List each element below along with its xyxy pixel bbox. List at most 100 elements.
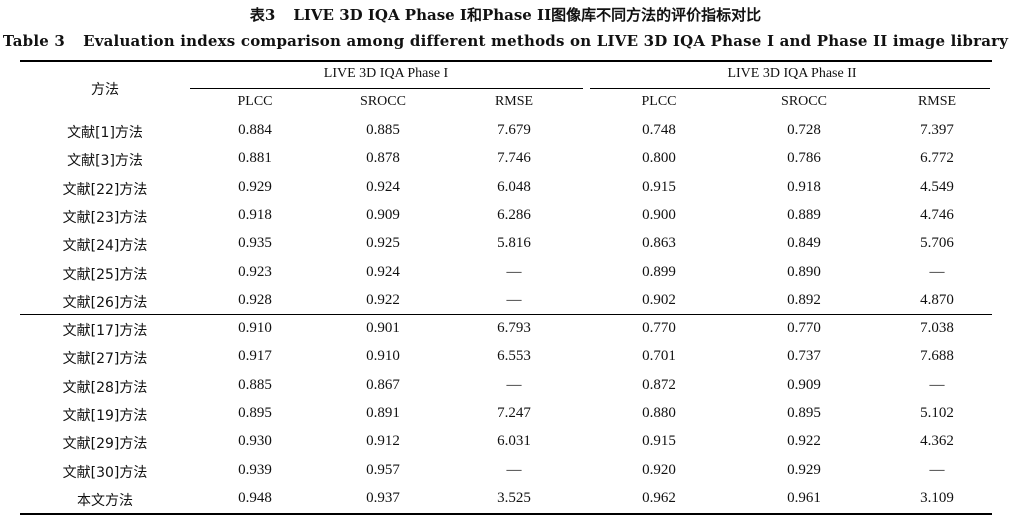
row-method-name: 文献[24]方法 xyxy=(62,238,148,254)
table-top-rule xyxy=(20,60,992,62)
row-value-plcc-phase-2: 0.701 xyxy=(642,348,676,364)
row-value-rmse-phase-2: 5.706 xyxy=(920,235,954,251)
row-value-rmse-phase-2: — xyxy=(929,377,945,393)
row-value-rmse-phase-2: 4.746 xyxy=(920,207,954,223)
group-rule-phase-2 xyxy=(590,88,990,89)
row-value-rmse-phase-1: 6.553 xyxy=(497,348,531,364)
row-value-srocc-phase-1: 0.891 xyxy=(366,405,400,421)
column-header-plcc-phase-2: PLCC xyxy=(641,94,677,109)
row-method-name: 文献[30]方法 xyxy=(62,465,148,481)
row-value-rmse-phase-2: 4.362 xyxy=(920,433,954,449)
row-value-plcc-phase-2: 0.899 xyxy=(642,264,676,280)
row-value-rmse-phase-2: 5.102 xyxy=(920,405,954,421)
row-value-srocc-phase-2: 0.890 xyxy=(787,264,821,280)
group-rule-phase-1 xyxy=(190,88,583,89)
caption-cn-title: LIVE 3D IQA Phase I和Phase II图像库不同方法的评价指标… xyxy=(293,6,762,24)
row-value-plcc-phase-1: 0.910 xyxy=(238,320,272,336)
row-value-srocc-phase-1: 0.878 xyxy=(366,150,400,166)
row-value-plcc-phase-1: 0.918 xyxy=(238,207,272,223)
row-value-plcc-phase-2: 0.915 xyxy=(642,179,676,195)
row-method-name: 本文方法 xyxy=(77,493,133,509)
row-value-srocc-phase-2: 0.849 xyxy=(787,235,821,251)
column-header-srocc-phase-2: SROCC xyxy=(781,94,827,109)
row-value-srocc-phase-1: 0.912 xyxy=(366,433,400,449)
row-value-srocc-phase-2: 0.909 xyxy=(787,377,821,393)
row-value-rmse-phase-1: — xyxy=(506,292,522,308)
row-value-srocc-phase-1: 0.867 xyxy=(366,377,400,393)
row-value-plcc-phase-2: 0.800 xyxy=(642,150,676,166)
row-value-rmse-phase-2: 7.038 xyxy=(920,320,954,336)
column-header-rmse-phase-1: RMSE xyxy=(494,94,534,109)
row-value-rmse-phase-2: 4.870 xyxy=(920,292,954,308)
row-value-plcc-phase-2: 0.872 xyxy=(642,377,676,393)
row-value-srocc-phase-1: 0.885 xyxy=(366,122,400,138)
row-value-rmse-phase-2: — xyxy=(929,462,945,478)
row-method-name: 文献[1]方法 xyxy=(67,125,143,141)
row-value-rmse-phase-2: 4.549 xyxy=(920,179,954,195)
row-value-srocc-phase-1: 0.924 xyxy=(366,179,400,195)
row-value-rmse-phase-1: 5.816 xyxy=(497,235,531,251)
row-value-srocc-phase-2: 0.892 xyxy=(787,292,821,308)
row-value-rmse-phase-1: — xyxy=(506,264,522,280)
row-value-rmse-phase-1: 6.286 xyxy=(497,207,531,223)
row-value-rmse-phase-1: 7.679 xyxy=(497,122,531,138)
row-value-srocc-phase-2: 0.918 xyxy=(787,179,821,195)
method-column-header: 方法 xyxy=(91,82,119,98)
row-value-plcc-phase-2: 0.962 xyxy=(642,490,676,506)
row-value-plcc-phase-2: 0.880 xyxy=(642,405,676,421)
row-value-plcc-phase-1: 0.884 xyxy=(238,122,272,138)
row-value-plcc-phase-1: 0.917 xyxy=(238,348,272,364)
row-value-plcc-phase-1: 0.895 xyxy=(238,405,272,421)
caption-cn-label: 表3 xyxy=(249,6,276,24)
row-value-srocc-phase-1: 0.925 xyxy=(366,235,400,251)
row-value-rmse-phase-2: 6.772 xyxy=(920,150,954,166)
group-header-phase-2: LIVE 3D IQA Phase II xyxy=(727,66,857,81)
caption-cn: 表3 LIVE 3D IQA Phase I和Phase II图像库不同方法的评价… xyxy=(0,4,1011,25)
row-value-rmse-phase-1: 3.525 xyxy=(497,490,531,506)
row-method-name: 文献[25]方法 xyxy=(62,267,148,283)
column-header-plcc-phase-1: PLCC xyxy=(237,94,273,109)
row-value-srocc-phase-1: 0.909 xyxy=(366,207,400,223)
row-value-rmse-phase-2: 7.397 xyxy=(920,122,954,138)
row-value-plcc-phase-1: 0.881 xyxy=(238,150,272,166)
row-value-srocc-phase-2: 0.889 xyxy=(787,207,821,223)
row-value-plcc-phase-1: 0.885 xyxy=(238,377,272,393)
row-value-srocc-phase-1: 0.922 xyxy=(366,292,400,308)
row-value-plcc-phase-2: 0.920 xyxy=(642,462,676,478)
row-value-rmse-phase-1: 7.247 xyxy=(497,405,531,421)
row-value-srocc-phase-2: 0.737 xyxy=(787,348,821,364)
row-value-rmse-phase-2: 7.688 xyxy=(920,348,954,364)
row-value-plcc-phase-2: 0.902 xyxy=(642,292,676,308)
column-header-rmse-phase-2: RMSE xyxy=(917,94,957,109)
row-value-plcc-phase-1: 0.948 xyxy=(238,490,272,506)
row-value-rmse-phase-2: 3.109 xyxy=(920,490,954,506)
row-value-plcc-phase-1: 0.935 xyxy=(238,235,272,251)
caption-en-label: Table 3 xyxy=(2,32,66,50)
row-method-name: 文献[19]方法 xyxy=(62,408,148,424)
caption-en-title: Evaluation indexs comparison among diffe… xyxy=(83,32,1009,50)
row-value-srocc-phase-2: 0.728 xyxy=(787,122,821,138)
row-value-plcc-phase-2: 0.770 xyxy=(642,320,676,336)
row-value-plcc-phase-1: 0.929 xyxy=(238,179,272,195)
table-bottom-rule xyxy=(20,513,992,515)
row-value-rmse-phase-1: — xyxy=(506,377,522,393)
row-method-name: 文献[23]方法 xyxy=(62,210,148,226)
row-value-srocc-phase-1: 0.937 xyxy=(366,490,400,506)
row-value-srocc-phase-1: 0.910 xyxy=(366,348,400,364)
row-method-name: 文献[26]方法 xyxy=(62,295,148,311)
row-value-rmse-phase-2: — xyxy=(929,264,945,280)
row-value-plcc-phase-1: 0.930 xyxy=(238,433,272,449)
row-method-name: 文献[28]方法 xyxy=(62,380,148,396)
row-value-plcc-phase-2: 0.900 xyxy=(642,207,676,223)
caption-en: Table 3 Evaluation indexs comparison amon… xyxy=(0,32,1011,50)
row-value-plcc-phase-2: 0.915 xyxy=(642,433,676,449)
row-value-rmse-phase-1: 7.746 xyxy=(497,150,531,166)
row-value-srocc-phase-2: 0.961 xyxy=(787,490,821,506)
row-value-plcc-phase-2: 0.748 xyxy=(642,122,676,138)
row-method-name: 文献[22]方法 xyxy=(62,182,148,198)
row-value-srocc-phase-1: 0.957 xyxy=(366,462,400,478)
row-value-srocc-phase-2: 0.770 xyxy=(787,320,821,336)
row-method-name: 文献[27]方法 xyxy=(62,351,148,367)
row-method-name: 文献[29]方法 xyxy=(62,436,148,452)
row-value-plcc-phase-1: 0.939 xyxy=(238,462,272,478)
